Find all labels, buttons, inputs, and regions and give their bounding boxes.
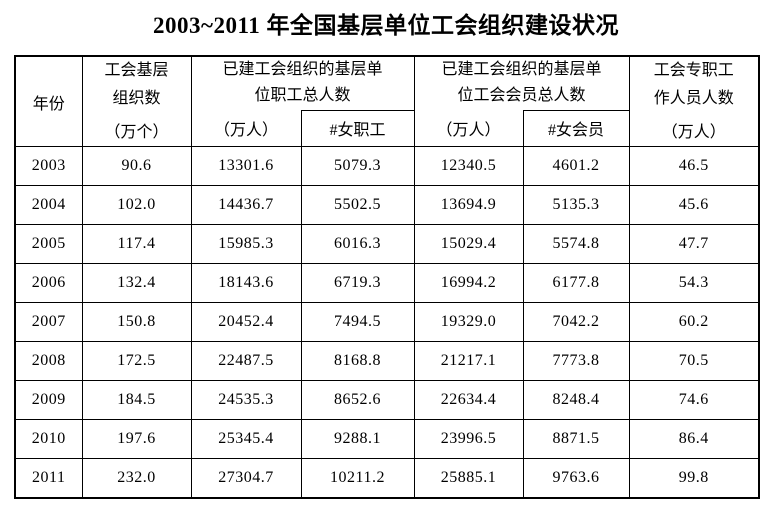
cell-year: 2008 (14, 341, 83, 381)
cell-member-total: 15029.4 (413, 224, 524, 264)
cell-staff-female: 6016.3 (300, 224, 415, 264)
table-row: 2007 150.8 20452.4 7494.5 19329.0 7042.2… (14, 302, 760, 342)
cell-staff-female: 7494.5 (300, 302, 415, 342)
header-row-sub: （万人） #女职工 （万人） #女会员 (15, 109, 759, 148)
cell-staff-total: 15985.3 (190, 224, 302, 264)
page: { "title": "2003~2011 年全国基层单位工会组织建设状况", … (0, 11, 772, 511)
cell-year: 2009 (14, 380, 83, 420)
cell-member-female: 5135.3 (522, 185, 630, 225)
header-fulltime-title: 工会专职工 作人员人数 (653, 62, 734, 107)
cell-org-count: 90.6 (81, 146, 192, 186)
table-body: 2003 90.6 13301.6 5079.3 12340.5 4601.2 … (14, 146, 760, 498)
cell-staff-total: 22487.5 (190, 341, 302, 381)
table-row: 2004 102.0 14436.7 5502.5 13694.9 5135.3… (14, 185, 760, 225)
header-fulltime: 工会专职工 作人员人数 （万人） (628, 55, 760, 147)
cell-fulltime: 46.5 (628, 146, 760, 186)
header-org-count-unit: （万个） (104, 123, 169, 141)
cell-member-total: 13694.9 (413, 185, 524, 225)
cell-fulltime: 74.6 (628, 380, 760, 420)
cell-staff-female: 10211.2 (300, 458, 415, 498)
cell-member-total: 22634.4 (413, 380, 524, 420)
cell-member-total: 16994.2 (413, 263, 524, 303)
cell-member-female: 6177.8 (522, 263, 630, 303)
header-member-unit: （万人） (413, 110, 524, 148)
cell-fulltime: 99.8 (628, 458, 760, 498)
cell-staff-total: 18143.6 (190, 263, 302, 303)
cell-staff-female: 8652.6 (300, 380, 415, 420)
cell-org-count: 197.6 (81, 419, 192, 459)
header-member-female: #女会员 (522, 109, 630, 148)
cell-year: 2003 (14, 146, 83, 186)
cell-fulltime: 86.4 (628, 419, 760, 459)
cell-fulltime: 60.2 (628, 302, 760, 342)
cell-year: 2007 (14, 302, 83, 342)
cell-org-count: 150.8 (81, 302, 192, 342)
cell-year: 2011 (14, 458, 83, 498)
table-row: 2008 172.5 22487.5 8168.8 21217.1 7773.8… (14, 341, 760, 381)
cell-staff-total: 20452.4 (190, 302, 302, 342)
cell-fulltime: 54.3 (628, 263, 760, 303)
cell-year: 2004 (14, 185, 83, 225)
header-staff-group: 已建工会组织的基层单 位职工总人数 (190, 55, 415, 111)
cell-member-female: 4601.2 (522, 146, 630, 186)
cell-staff-female: 5079.3 (300, 146, 415, 186)
statistics-table: 年份 工会基层 组织数 （万个） 已建工会组织的基层单 位职工总人数 已建工会组… (14, 55, 761, 499)
cell-member-female: 9763.6 (522, 458, 630, 498)
table-header: 年份 工会基层 组织数 （万个） 已建工会组织的基层单 位职工总人数 已建工会组… (14, 55, 760, 148)
cell-member-female: 8248.4 (522, 380, 630, 420)
cell-org-count: 184.5 (81, 380, 192, 420)
cell-member-female: 8871.5 (522, 419, 630, 459)
table-row: 2003 90.6 13301.6 5079.3 12340.5 4601.2 … (14, 146, 760, 186)
cell-member-female: 7773.8 (522, 341, 630, 381)
cell-org-count: 132.4 (81, 263, 192, 303)
header-staff-unit: （万人） (190, 110, 302, 148)
cell-staff-total: 27304.7 (190, 458, 302, 498)
table-row: 2005 117.4 15985.3 6016.3 15029.4 5574.8… (14, 224, 760, 264)
header-staff-female: #女职工 (300, 109, 415, 148)
header-org-count: 工会基层 组织数 （万个） (81, 55, 192, 147)
header-row-top: 年份 工会基层 组织数 （万个） 已建工会组织的基层单 位职工总人数 已建工会组… (14, 55, 760, 147)
cell-org-count: 102.0 (81, 185, 192, 225)
cell-member-total: 19329.0 (413, 302, 524, 342)
cell-staff-female: 5502.5 (300, 185, 415, 225)
cell-fulltime: 45.6 (628, 185, 760, 225)
page-title: 2003~2011 年全国基层单位工会组织建设状况 (153, 13, 619, 38)
header-member-group: 已建工会组织的基层单 位工会会员总人数 (413, 55, 630, 111)
cell-year: 2006 (14, 263, 83, 303)
cell-staff-total: 13301.6 (190, 146, 302, 186)
table-row: 2009 184.5 24535.3 8652.6 22634.4 8248.4… (14, 380, 760, 420)
header-org-count-title: 工会基层 组织数 (104, 62, 169, 107)
cell-year: 2005 (14, 224, 83, 264)
cell-member-female: 7042.2 (522, 302, 630, 342)
cell-staff-total: 14436.7 (190, 185, 302, 225)
cell-staff-female: 6719.3 (300, 263, 415, 303)
cell-fulltime: 47.7 (628, 224, 760, 264)
cell-staff-total: 24535.3 (190, 380, 302, 420)
cell-staff-female: 9288.1 (300, 419, 415, 459)
cell-member-total: 12340.5 (413, 146, 524, 186)
cell-member-female: 5574.8 (522, 224, 630, 264)
header-year: 年份 (14, 55, 83, 147)
cell-org-count: 232.0 (81, 458, 192, 498)
cell-org-count: 172.5 (81, 341, 192, 381)
cell-fulltime: 70.5 (628, 341, 760, 381)
table-row: 2011 232.0 27304.7 10211.2 25885.1 9763.… (14, 458, 760, 498)
cell-member-total: 21217.1 (413, 341, 524, 381)
cell-org-count: 117.4 (81, 224, 192, 264)
header-fulltime-unit: （万人） (661, 123, 726, 141)
cell-staff-female: 8168.8 (300, 341, 415, 381)
cell-member-total: 23996.5 (413, 419, 524, 459)
table-row: 2010 197.6 25345.4 9288.1 23996.5 8871.5… (14, 419, 760, 459)
table-row: 2006 132.4 18143.6 6719.3 16994.2 6177.8… (14, 263, 760, 303)
cell-year: 2010 (14, 419, 83, 459)
cell-member-total: 25885.1 (413, 458, 524, 498)
cell-staff-total: 25345.4 (190, 419, 302, 459)
